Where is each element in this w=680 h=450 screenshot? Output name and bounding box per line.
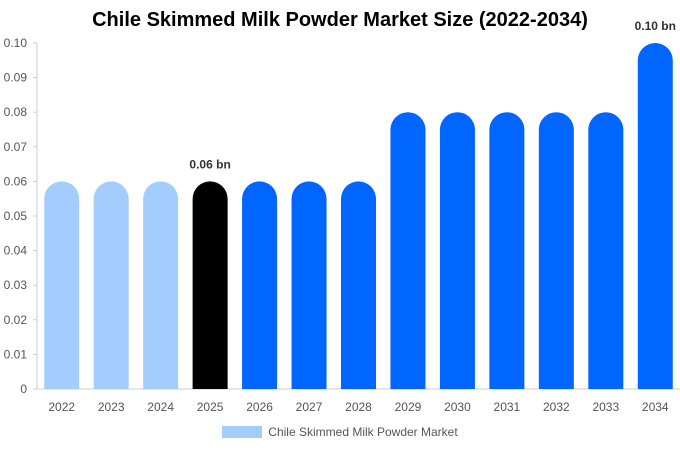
x-tick-label: 2026 bbox=[246, 400, 273, 414]
x-tick-label: 2028 bbox=[345, 400, 372, 414]
x-tick-label: 2031 bbox=[494, 400, 521, 414]
x-tick-label: 2034 bbox=[642, 400, 669, 414]
x-tick-label: 2023 bbox=[98, 400, 125, 414]
data-label: 0.06 bn bbox=[189, 157, 230, 171]
x-tick-label: 2033 bbox=[592, 400, 619, 414]
y-tick-label: 0.04 bbox=[4, 244, 28, 258]
bar bbox=[242, 181, 278, 389]
bar bbox=[637, 43, 673, 389]
x-tick-label: 2025 bbox=[197, 400, 224, 414]
bar bbox=[143, 181, 179, 389]
y-tick-label: 0.05 bbox=[4, 209, 28, 223]
legend[interactable]: Chile Skimmed Milk Powder Market bbox=[0, 425, 680, 439]
legend-label: Chile Skimmed Milk Powder Market bbox=[268, 425, 458, 439]
bar bbox=[588, 112, 624, 389]
legend-swatch bbox=[222, 426, 263, 438]
x-tick-label: 2022 bbox=[48, 400, 75, 414]
y-tick-label: 0.01 bbox=[4, 347, 28, 361]
x-tick-label: 2024 bbox=[147, 400, 174, 414]
x-tick-label: 2029 bbox=[395, 400, 422, 414]
y-tick-label: 0.02 bbox=[4, 313, 28, 327]
bar bbox=[291, 181, 327, 389]
bar bbox=[390, 112, 426, 389]
bar bbox=[192, 181, 228, 389]
y-tick-label: 0.03 bbox=[4, 278, 28, 292]
x-tick-label: 2030 bbox=[444, 400, 471, 414]
bar bbox=[439, 112, 475, 389]
y-tick-label: 0.08 bbox=[4, 105, 28, 119]
data-label: 0.10 bn bbox=[635, 19, 676, 33]
bar bbox=[341, 181, 376, 389]
bar bbox=[489, 112, 525, 390]
bar bbox=[93, 181, 129, 389]
y-tick-label: 0 bbox=[20, 382, 27, 396]
bar bbox=[44, 181, 80, 389]
chart-title: Chile Skimmed Milk Powder Market Size (2… bbox=[92, 9, 588, 31]
x-tick-label: 2032 bbox=[543, 400, 570, 414]
y-tick-label: 0.09 bbox=[4, 71, 28, 85]
y-tick-label: 0.10 bbox=[4, 36, 28, 50]
y-tick-label: 0.07 bbox=[4, 140, 28, 154]
x-tick-label: 2027 bbox=[296, 400, 323, 414]
bar bbox=[538, 112, 574, 389]
y-tick-label: 0.06 bbox=[4, 174, 28, 188]
